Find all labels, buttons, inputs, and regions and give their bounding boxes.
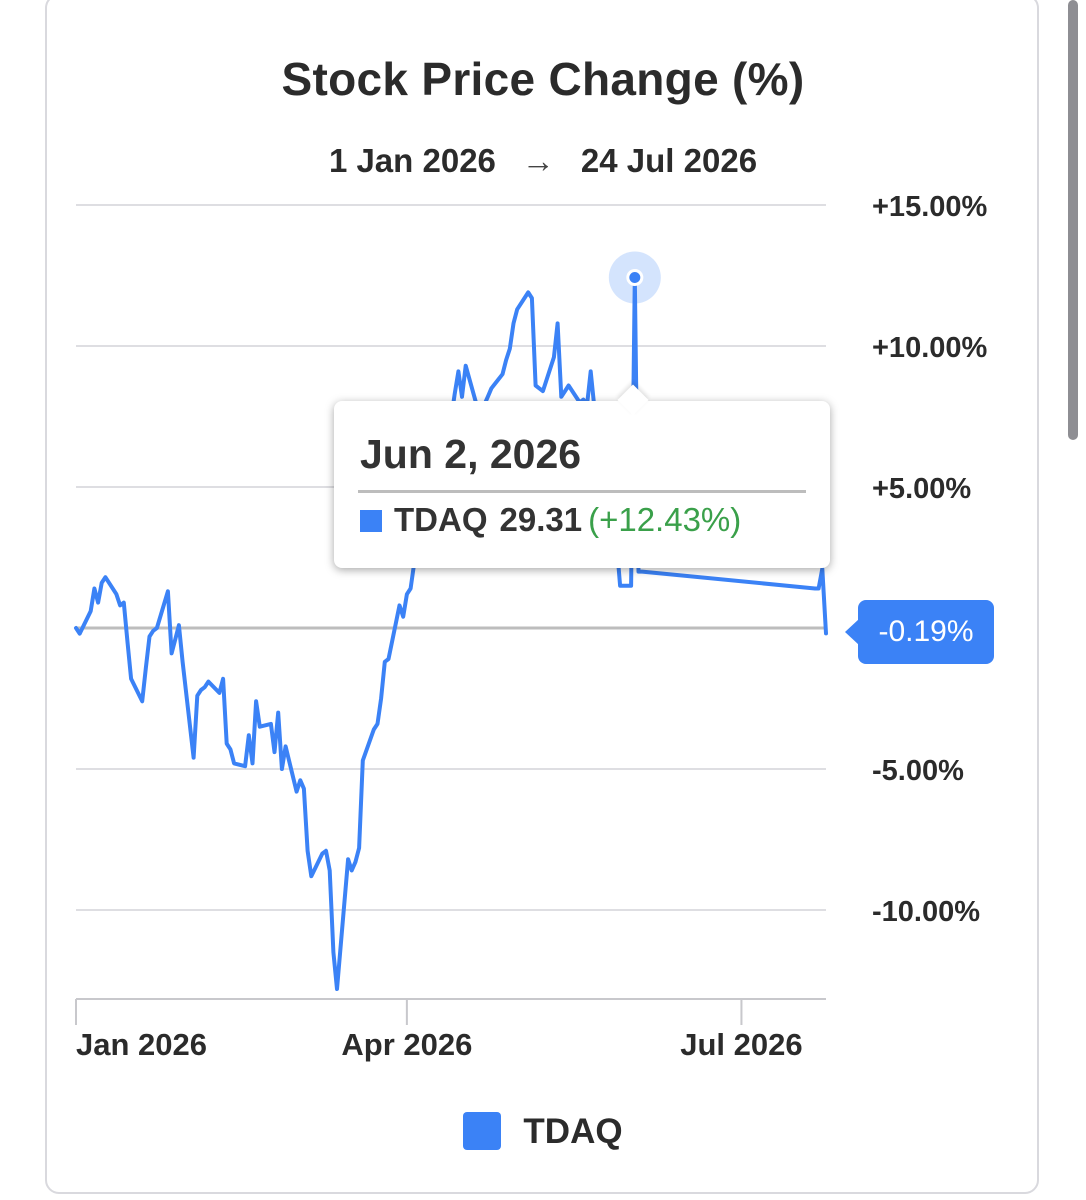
x-tick-label: Jul 2026 (680, 1027, 802, 1062)
legend-label: TDAQ (523, 1112, 623, 1151)
legend[interactable]: TDAQ (0, 1112, 1086, 1152)
arrow-right-icon: → (521, 142, 555, 179)
series-line-tdaq (74, 275, 828, 991)
tooltip-price: 29.31 (499, 501, 583, 538)
tooltip-divider (358, 490, 806, 493)
scrollbar[interactable] (1068, 0, 1078, 440)
y-tick-label: +10.00% (872, 332, 988, 364)
chart-card (45, 0, 1039, 1194)
range-end: 24 Jul 2026 (580, 142, 758, 179)
y-tick-label: +5.00% (872, 473, 971, 505)
x-tick-label: Jan 2026 (76, 1027, 207, 1062)
hover-point (626, 268, 644, 286)
tooltip: Jun 2, 2026 TDAQ 29.31 (+12.43%) (334, 401, 830, 568)
y-tick-label: -10.00% (872, 896, 980, 928)
tooltip-row: TDAQ 29.31 (+12.43%) (360, 501, 741, 539)
series-swatch-icon (360, 510, 382, 532)
chart-title: Stock Price Change (%) (281, 53, 805, 105)
y-tick-label: -5.00% (872, 755, 964, 787)
tooltip-date: Jun 2, 2026 (360, 431, 582, 477)
legend-swatch-icon (463, 1112, 502, 1150)
tooltip-change: (+12.43%) (588, 501, 742, 538)
y-tick-label: +15.00% (872, 191, 988, 223)
tooltip-ticker: TDAQ (394, 501, 488, 538)
x-tick-label: Apr 2026 (341, 1027, 472, 1062)
date-range[interactable]: 1 Jan 2026 → 24 Jul 2026 (0, 142, 1086, 180)
range-start: 1 Jan 2026 (328, 142, 496, 179)
last-value-badge: -0.19% (845, 600, 994, 664)
